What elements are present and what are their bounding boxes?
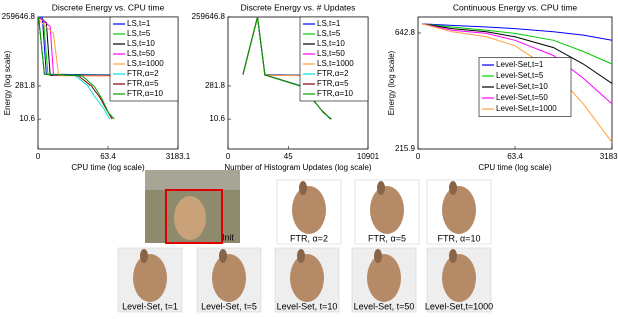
image-caption: Level-Set, t=5: [201, 301, 257, 311]
y-tick-label: 259646.8: [192, 12, 226, 21]
image-caption: Level-Set, t=10: [277, 301, 338, 311]
llama-head: [442, 254, 476, 302]
legend-label: LS,t=10: [317, 39, 345, 48]
legend-label: FTR,α=10: [317, 89, 354, 98]
llama-ear: [449, 249, 457, 263]
legend-label: FTR,α=2: [127, 69, 159, 78]
legend-label: FTR,α=2: [317, 69, 349, 78]
x-tick-label: 45: [284, 152, 293, 161]
legend-label: Level-Set,t=5: [496, 71, 544, 80]
llama-ear: [219, 249, 227, 263]
legend-box: [109, 16, 179, 102]
x-tick-label: 0: [36, 152, 41, 161]
x-axis-label: CPU time (log scale): [71, 163, 145, 172]
image-caption: FTR, α=2: [290, 233, 328, 243]
legend-label: LS,t=1000: [317, 59, 354, 68]
llama-ear: [297, 249, 305, 263]
x-tick-label: 3183.1: [166, 152, 191, 161]
llama: [174, 196, 206, 240]
chart-title: Discrete Energy vs. # Updates: [241, 2, 356, 12]
legend-label: FTR,α=10: [127, 89, 164, 98]
legend-label: Level-Set,t=1000: [496, 104, 557, 113]
llama-head: [212, 254, 246, 302]
series-line: [422, 23, 613, 143]
series-line: [422, 23, 613, 84]
image-panels: [145, 170, 240, 244]
llama-ear: [377, 181, 385, 195]
chart-title: Continuous Energy vs. CPU time: [453, 2, 578, 12]
legend-label: FTR,α=5: [127, 79, 159, 88]
legend-label: Level-Set,t=10: [496, 82, 548, 91]
legend-label: LS,t=1000: [127, 59, 164, 68]
series-line: [38, 16, 115, 120]
y-tick-label: 281.8: [15, 81, 36, 90]
x-tick-label: 63.4: [507, 152, 523, 161]
x-tick-label: 3183.1: [600, 152, 618, 161]
x-tick-label: 10901: [357, 152, 380, 161]
llama-head: [133, 254, 167, 302]
legend-label: FTR,α=5: [317, 79, 349, 88]
x-tick-label: 0: [226, 152, 231, 161]
legend-label: LS,t=50: [317, 49, 345, 58]
legend-box: [478, 57, 572, 117]
llama-head: [290, 254, 324, 302]
x-tick-label: 63.4: [100, 152, 116, 161]
legend-label: Level-Set,t=1: [496, 60, 544, 69]
init-box: [165, 189, 223, 244]
llama-head: [442, 186, 476, 234]
llama-ear: [299, 181, 307, 195]
series-line: [422, 23, 613, 65]
llama-ear: [140, 249, 148, 263]
image-caption: Level-Set, t=50: [354, 301, 415, 311]
image-caption: Level-Set,t=1000: [425, 301, 493, 311]
y-tick-label: 10.6: [209, 114, 225, 123]
thumbnails: Init FTR, α=2 FTR, α=5 FTR, α=10 Level-Set, …: [117, 179, 493, 313]
legend-label: LS,t=10: [127, 39, 155, 48]
legend-label: LS,t=1: [317, 19, 341, 28]
x-axis-label: Number of Histogram Updates (log scale): [224, 163, 372, 172]
x-axis-label: CPU time (log scale): [478, 163, 552, 172]
legend-label: Level-Set,t=50: [496, 93, 548, 102]
image-caption: FTR, α=5: [368, 233, 406, 243]
y-axis-label: Energy (log scale): [3, 50, 12, 115]
chart-title: Discrete Energy vs. CPU time: [52, 2, 165, 12]
legend-label: LS,t=5: [127, 29, 151, 38]
y-tick-label: 642.8: [395, 28, 416, 37]
llama-head: [292, 186, 326, 234]
photo-sky: [145, 170, 240, 190]
llama-head: [367, 254, 401, 302]
x-tick-label: 0: [416, 152, 421, 161]
legend-label: LS,t=5: [317, 29, 341, 38]
image-caption: FTR, α=10: [438, 233, 481, 243]
llama-head: [370, 186, 404, 234]
y-tick-label: 259646.8: [2, 12, 36, 21]
y-tick-label: 215.9: [395, 144, 416, 153]
y-tick-label: 10.6: [19, 114, 35, 123]
legend-label: LS,t=50: [127, 49, 155, 58]
series-line: [422, 23, 613, 41]
image-caption: Init: [222, 232, 235, 242]
legend-box: [299, 16, 369, 102]
y-tick-label: 281.8: [205, 81, 226, 90]
image-caption: Level-Set, t=1: [122, 301, 178, 311]
llama-ear: [374, 249, 382, 263]
llama-ear: [449, 181, 457, 195]
y-axis-label: Energy (log scale): [387, 50, 396, 115]
series-line: [422, 23, 613, 105]
legend-label: LS,t=1: [127, 19, 151, 28]
